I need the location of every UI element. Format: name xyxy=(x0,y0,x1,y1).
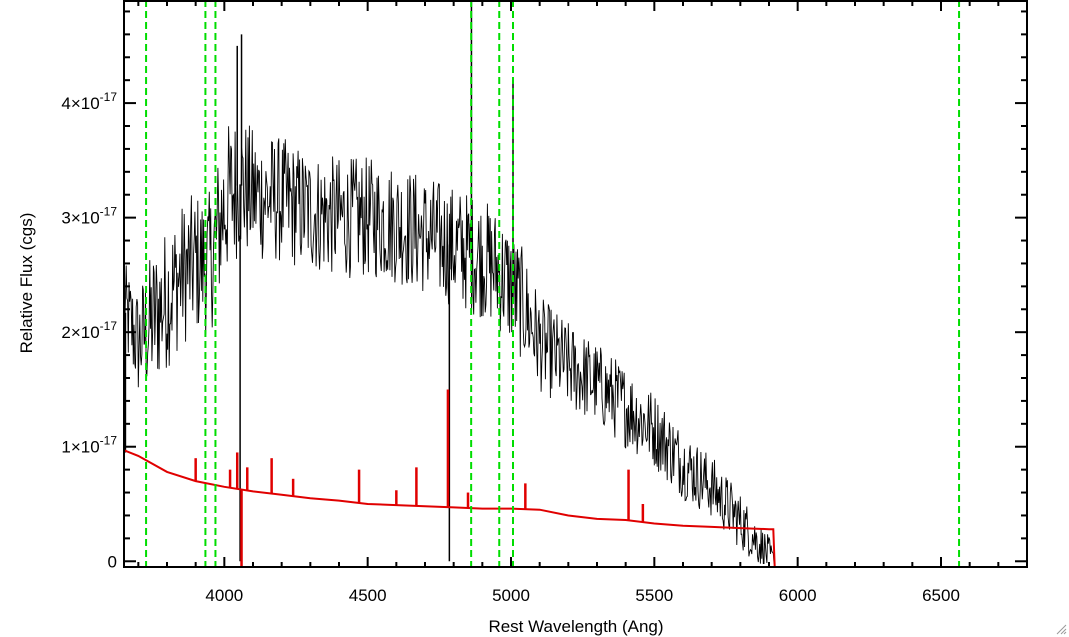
y-tick-label: 0 xyxy=(108,552,117,571)
axes xyxy=(123,0,1028,568)
y-tick-label: 1×10-17 xyxy=(61,434,117,457)
tick-labels: 4000 4500 5000 5500 6000 6500 0 1×10-17 2×10-17 3… xyxy=(61,90,960,605)
x-tick-label: 6000 xyxy=(779,586,817,605)
series-line-0 xyxy=(123,125,776,565)
series-line-1 xyxy=(123,449,1027,568)
x-tick-label: 5000 xyxy=(492,586,530,605)
y-tick-label: 3×10-17 xyxy=(61,205,117,228)
plot-frame xyxy=(123,0,1028,568)
emission-line-markers xyxy=(145,0,961,567)
x-tick-label: 4500 xyxy=(349,586,387,605)
y-axis-label: Relative Flux (cgs) xyxy=(17,213,36,354)
x-tick-label: 5500 xyxy=(635,586,673,605)
tick-marks xyxy=(124,1,1028,567)
y-tick-label: 4×10-17 xyxy=(61,90,117,113)
y-tick-label: 2×10-17 xyxy=(61,319,117,342)
x-tick-label: 6500 xyxy=(922,586,960,605)
x-tick-label: 4000 xyxy=(205,586,243,605)
resize-grip-icon[interactable] xyxy=(1055,623,1067,635)
x-axis-label: Rest Wavelength (Ang) xyxy=(488,617,663,636)
